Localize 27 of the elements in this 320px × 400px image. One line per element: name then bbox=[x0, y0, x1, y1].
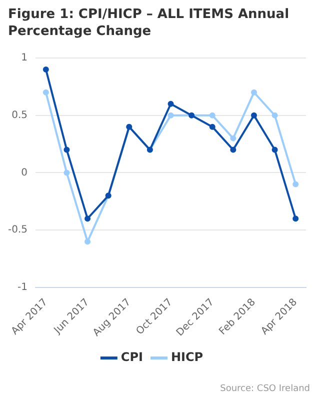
y-tick-label: 0.5 bbox=[12, 110, 28, 121]
point bbox=[250, 112, 257, 118]
legend-label: CPI bbox=[120, 350, 143, 364]
y-tick-label: -0.5 bbox=[8, 224, 28, 236]
y-tick-label: 0 bbox=[21, 167, 28, 178]
point bbox=[168, 100, 174, 107]
y-tick-label: 1 bbox=[21, 52, 28, 64]
point bbox=[84, 216, 91, 222]
point bbox=[292, 181, 299, 188]
point bbox=[272, 112, 278, 118]
point bbox=[42, 89, 49, 96]
point bbox=[209, 124, 216, 130]
point bbox=[84, 238, 91, 245]
point bbox=[292, 216, 299, 222]
point bbox=[64, 146, 70, 153]
point bbox=[209, 112, 216, 118]
point bbox=[168, 112, 174, 118]
point bbox=[230, 135, 236, 142]
chart-title: Figure 1: CPI/HICP – ALL ITEMS Annual Percentage Change bbox=[8, 6, 290, 40]
point bbox=[272, 146, 278, 153]
source-note: Source: CSO Ireland bbox=[220, 384, 310, 394]
point bbox=[230, 146, 236, 153]
point bbox=[64, 170, 70, 176]
point bbox=[42, 66, 49, 72]
point bbox=[250, 89, 257, 96]
y-tick-label: -1 bbox=[18, 282, 28, 294]
legend-label: HICP bbox=[170, 350, 204, 364]
